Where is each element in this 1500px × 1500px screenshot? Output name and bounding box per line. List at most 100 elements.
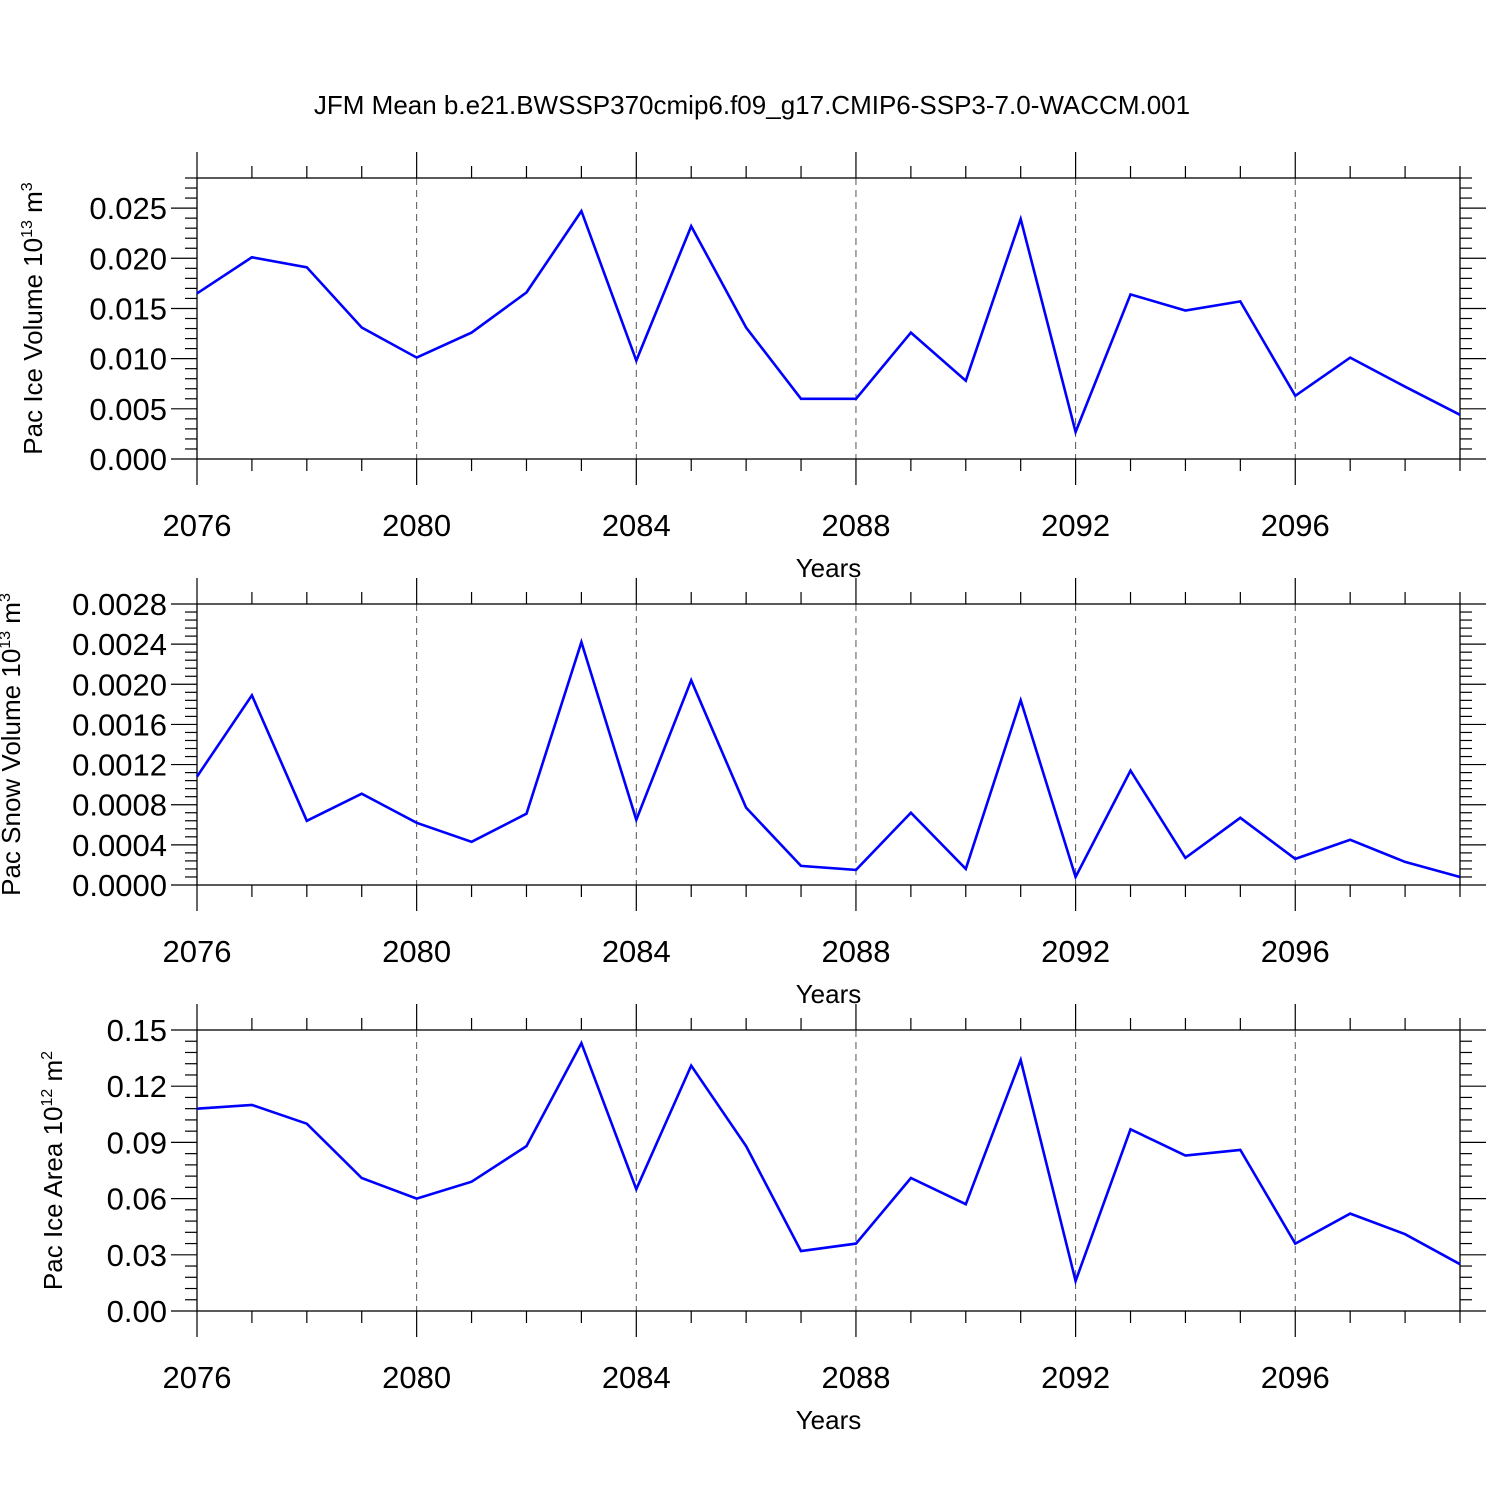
chart1-data-point-2094	[1183, 856, 1187, 860]
chart0-data-point-2080	[415, 356, 419, 360]
chart2-x-axis-label: Years	[796, 1405, 862, 1435]
chart0-data-point-2082	[524, 290, 528, 294]
chart1-data-point-2092	[1074, 875, 1078, 879]
chart2-data-point-2098	[1403, 1232, 1407, 1236]
chart0-xtick-label: 2096	[1261, 508, 1330, 543]
chart2-data-point-2096	[1293, 1242, 1297, 1246]
chart1-data-point-2086	[744, 806, 748, 810]
chart2-data-point-2078	[305, 1122, 309, 1126]
chart0-y-axis-label-exponent: 13	[19, 220, 36, 238]
chart0-data-point-2091	[1019, 217, 1023, 221]
chart0-xtick-label: 2084	[602, 508, 671, 543]
chart1-ytick-label: 0.0012	[72, 748, 167, 783]
chart0-y-axis-label-unit-exponent: 3	[19, 182, 36, 191]
chart0-data-point-2078	[305, 265, 309, 269]
chart0-ytick-label: 0.005	[89, 392, 167, 427]
chart2-data-point-2087	[799, 1249, 803, 1253]
chart0-data-point-2076	[195, 291, 199, 295]
chart1-ytick-label: 0.0024	[72, 627, 167, 662]
chart1-ytick-label: 0.0016	[72, 707, 167, 742]
chart0-data-point-2077	[250, 255, 254, 259]
chart1-data-point-2081	[470, 840, 474, 844]
chart2-frame	[196, 1029, 1461, 1312]
chart0-data-point-2088	[854, 397, 858, 401]
chart0-data-point-2094	[1183, 308, 1187, 312]
chart1-data-point-2078	[305, 819, 309, 823]
chart0-y-axis-label-main: Pac Ice Volume 10	[18, 238, 48, 455]
chart2-ytick-label: 0.00	[107, 1294, 167, 1329]
chart2-y-axis-label-unit: m	[38, 1060, 68, 1089]
chart1-y-axis-label: Pac Snow Volume 1013 m3	[0, 593, 26, 896]
chart1-data-point-2083	[579, 640, 583, 644]
chart2-data-point-2080	[415, 1197, 419, 1201]
chart1-xtick-label: 2092	[1041, 934, 1110, 969]
chart1-data-line	[195, 637, 1461, 881]
chart1-data-point-2079	[360, 792, 364, 796]
chart0-y-axis-label: Pac Ice Volume 1013 m3	[18, 182, 48, 455]
chart1-data-point-2099	[1458, 875, 1462, 879]
chart1-xtick-label: 2080	[382, 934, 451, 969]
chart2-ytick-label: 0.06	[107, 1182, 167, 1217]
chart0-ytick-label: 0.000	[89, 442, 167, 477]
chart1-x-axis-label: Years	[796, 979, 862, 1009]
chart1-ytick-label: 0.0004	[72, 828, 167, 863]
chart1-data-point-2096	[1293, 857, 1297, 861]
chart1-data-point-2090	[964, 867, 968, 871]
chart2-data-point-2082	[524, 1144, 528, 1148]
chart0-data-point-2083	[579, 209, 583, 213]
chart1-xtick-label: 2096	[1261, 934, 1330, 969]
chart0-y-axis-label-unit: m	[18, 191, 48, 220]
ice-area-panel: 0.00 0.03 0.06 0.09 0.12 0.15 2076 2080 2084 2088…	[38, 1004, 1486, 1435]
chart1-y-axis-label-unit-exponent: 3	[0, 593, 14, 602]
chart2-data-point-2093	[1129, 1127, 1133, 1131]
chart2-xtick-label: 2080	[382, 1360, 451, 1395]
ice-volume-panel: 0.000 0.005 0.010 0.015 0.020 0.025 2076 2080 20…	[18, 152, 1486, 583]
snow-volume-panel: 0.0000 0.0004 0.0008 0.0012 0.0016 0.0020 0.00…	[0, 578, 1486, 1009]
chart1-data-point-2093	[1129, 769, 1133, 773]
chart2-y-axis-label-exponent: 12	[39, 1089, 56, 1107]
chart2-data-point-2090	[964, 1202, 968, 1206]
chart0-data-point-2079	[360, 326, 364, 330]
chart2-data-point-2083	[579, 1041, 583, 1045]
chart2-data-point-2094	[1183, 1154, 1187, 1158]
chart0-frame	[196, 177, 1461, 460]
chart2-xtick-label: 2096	[1261, 1360, 1330, 1395]
chart1-data-point-2076	[195, 775, 199, 779]
chart0-ytick-label: 0.010	[89, 342, 167, 377]
chart1-y-axis-label-main: Pac Snow Volume 10	[0, 649, 26, 896]
chart0-xtick-label: 2076	[163, 508, 232, 543]
chart1-y-axis-label-exponent: 13	[0, 631, 14, 649]
chart1-data-point-2089	[909, 811, 913, 815]
chart0-data-point-2086	[744, 326, 748, 330]
chart1-data-point-2077	[250, 693, 254, 697]
chart0-data-point-2098	[1403, 385, 1407, 389]
chart1-data-point-2080	[415, 821, 419, 825]
chart1-ytick-label: 0.0008	[72, 788, 167, 823]
chart0-data-point-2089	[909, 331, 913, 335]
chart0-data-point-2087	[799, 397, 803, 401]
chart1-data-point-2098	[1403, 860, 1407, 864]
chart0-x-axis-label: Years	[796, 553, 862, 583]
chart2-y-axis-label: Pac Ice Area 1012 m2	[38, 1051, 68, 1290]
chart2-ytick-label: 0.03	[107, 1238, 167, 1273]
chart1-data-point-2095	[1238, 816, 1242, 820]
chart2-data-point-2091	[1019, 1058, 1023, 1062]
chart1-frame	[196, 603, 1461, 886]
chart1-xtick-label: 2076	[163, 934, 232, 969]
chart0-xtick-label: 2092	[1041, 508, 1110, 543]
chart2-data-point-2085	[689, 1064, 693, 1068]
chart0-data-point-2099	[1458, 413, 1462, 417]
chart0-data-point-2095	[1238, 299, 1242, 303]
chart2-ytick-label: 0.12	[107, 1069, 167, 1104]
chart0-data-point-2096	[1293, 394, 1297, 398]
chart0-xtick-label: 2088	[821, 508, 890, 543]
chart0-data-point-2092	[1074, 430, 1078, 434]
chart1-data-point-2088	[854, 868, 858, 872]
chart2-data-point-2086	[744, 1144, 748, 1148]
chart1-data-point-2087	[799, 864, 803, 868]
chart2-data-line	[196, 1039, 1461, 1286]
chart1-ytick-label: 0.0020	[72, 667, 167, 702]
chart1-data-point-2085	[689, 678, 693, 682]
chart2-data-point-2092	[1074, 1279, 1078, 1283]
